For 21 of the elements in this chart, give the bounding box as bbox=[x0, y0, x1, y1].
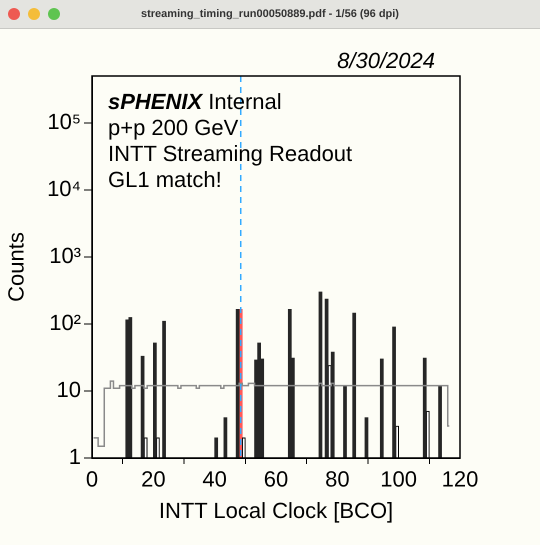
annotation: INTT Streaming Readout bbox=[108, 141, 352, 166]
annotation: sPHENIX Internal bbox=[108, 89, 282, 114]
y-tick-label: 10⁵ bbox=[47, 108, 81, 134]
y-tick-label: 10² bbox=[49, 310, 81, 336]
x-tick-label: 0 bbox=[86, 466, 98, 492]
annotation: p+p 200 GeV bbox=[108, 115, 239, 140]
y-tick-label: 10 bbox=[56, 377, 81, 402]
y-axis-title: Counts bbox=[3, 232, 28, 302]
y-tick-label: 10⁴ bbox=[47, 176, 81, 201]
x-axis-title: INTT Local Clock [BCO] bbox=[158, 498, 394, 523]
x-tick-label: 80 bbox=[325, 466, 350, 492]
chart-title: streaming_timing_run00050889.pdf - 1/56 (96 dpi) bbox=[140, 8, 400, 20]
x-tick-label: 20 bbox=[141, 466, 166, 492]
y-tick-label: 1 bbox=[68, 444, 81, 470]
x-tick-label: 40 bbox=[202, 466, 227, 492]
x-tick-label: 120 bbox=[442, 466, 478, 492]
x-tick-label: 100 bbox=[380, 466, 418, 492]
y-tick-label: 10³ bbox=[49, 242, 81, 268]
x-tick-label: 60 bbox=[264, 466, 288, 492]
annotation: GL1 match! bbox=[108, 167, 222, 192]
chart-subtitle: 8/30/2024 bbox=[337, 48, 435, 74]
